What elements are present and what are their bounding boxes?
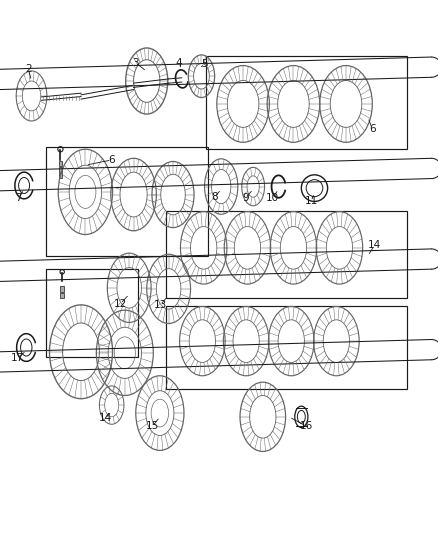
- Text: 3: 3: [132, 58, 139, 68]
- Text: 17: 17: [11, 353, 24, 363]
- Bar: [59, 173, 62, 178]
- Text: 15: 15: [146, 422, 159, 431]
- Bar: [60, 286, 64, 292]
- Text: 14: 14: [368, 240, 381, 250]
- Bar: [46, 269, 138, 357]
- Text: 5: 5: [201, 59, 208, 69]
- Text: 4: 4: [175, 58, 182, 68]
- Text: 8: 8: [211, 192, 218, 202]
- Text: 7: 7: [15, 193, 22, 203]
- Text: 2: 2: [25, 64, 32, 74]
- Bar: [166, 306, 407, 389]
- Text: 6: 6: [369, 124, 376, 134]
- Bar: [60, 293, 64, 298]
- Text: 16: 16: [300, 422, 313, 431]
- Bar: [166, 211, 407, 298]
- Bar: [206, 56, 407, 149]
- Text: 11: 11: [304, 197, 318, 206]
- Text: 13: 13: [154, 300, 167, 310]
- Text: 14: 14: [99, 414, 112, 423]
- Bar: [59, 161, 62, 166]
- Text: 9: 9: [242, 193, 249, 203]
- Text: 6: 6: [108, 155, 115, 165]
- Bar: [46, 147, 208, 256]
- Text: 12: 12: [114, 299, 127, 309]
- Text: 10: 10: [266, 193, 279, 203]
- Bar: [59, 167, 62, 172]
